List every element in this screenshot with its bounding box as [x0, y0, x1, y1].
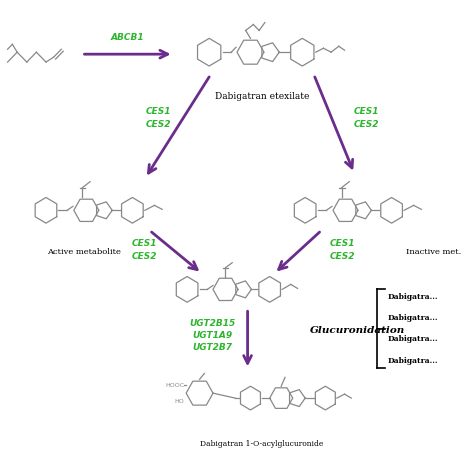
Text: CES1: CES1	[353, 108, 379, 117]
Text: CES1: CES1	[146, 108, 171, 117]
Text: CES2: CES2	[353, 120, 379, 129]
Text: CES2: CES2	[329, 252, 355, 261]
Text: Dabigatran 1-O-acylglucuronide: Dabigatran 1-O-acylglucuronide	[201, 439, 324, 447]
Text: CES1: CES1	[329, 239, 355, 248]
Text: Inactive met.: Inactive met.	[406, 248, 461, 256]
Text: Dabigatra...: Dabigatra...	[388, 314, 438, 322]
Text: Dabigatran etexilate: Dabigatran etexilate	[215, 92, 309, 100]
Text: UGT1A9: UGT1A9	[192, 331, 232, 340]
Text: CES2: CES2	[132, 252, 158, 261]
Text: UGT2B15: UGT2B15	[189, 319, 235, 328]
Text: Dabigatra...: Dabigatra...	[388, 293, 438, 301]
Text: CES2: CES2	[146, 120, 171, 129]
Text: UGT2B7: UGT2B7	[192, 343, 232, 352]
Text: CES1: CES1	[132, 239, 158, 248]
Text: Active metabolite: Active metabolite	[47, 248, 121, 256]
Text: HO: HO	[174, 399, 184, 403]
Text: Dabigatra...: Dabigatra...	[388, 336, 438, 344]
Text: ABCB1: ABCB1	[111, 33, 145, 42]
Text: HOOC: HOOC	[165, 383, 184, 388]
Text: Dabigatra...: Dabigatra...	[388, 356, 438, 365]
Text: Glucuronidation: Glucuronidation	[310, 327, 406, 336]
